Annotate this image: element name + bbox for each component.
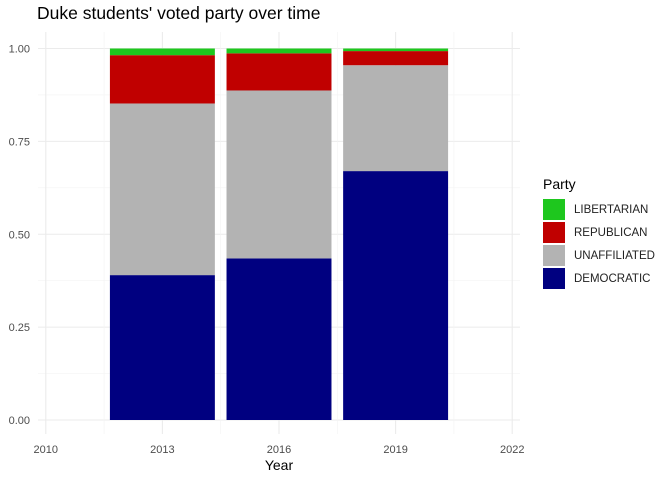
y-tick-label: 0.00 bbox=[9, 415, 30, 427]
bar-republican-2019 bbox=[343, 51, 449, 66]
legend-swatch bbox=[543, 199, 565, 220]
x-tick-label: 2016 bbox=[267, 444, 291, 456]
bar-democratic-2013 bbox=[109, 275, 215, 420]
legend: Party LIBERTARIAN REPUBLICAN UNAFFILIATED D… bbox=[543, 176, 655, 290]
bar-democratic-2019 bbox=[343, 171, 449, 420]
legend-swatch bbox=[543, 245, 565, 266]
y-tick-label: 0.50 bbox=[9, 229, 30, 241]
x-tick-label: 2022 bbox=[500, 444, 524, 456]
legend-items: LIBERTARIAN REPUBLICAN UNAFFILIATED DEMOCRA… bbox=[543, 198, 655, 290]
y-tick-label: 1.00 bbox=[9, 44, 30, 56]
legend-label: LIBERTARIAN bbox=[574, 203, 649, 216]
legend-item-democratic: DEMOCRATIC bbox=[543, 267, 655, 290]
x-tick-label: 2019 bbox=[383, 444, 407, 456]
x-axis-title: Year bbox=[265, 457, 294, 473]
legend-swatch bbox=[543, 268, 565, 289]
legend-label: UNAFFILIATED bbox=[574, 249, 655, 262]
y-tick-label: 0.75 bbox=[9, 136, 30, 148]
bar-libertarian-2019 bbox=[343, 48, 449, 52]
x-tick-label: 2010 bbox=[34, 444, 58, 456]
bar-libertarian-2016 bbox=[226, 48, 332, 54]
bars-layer bbox=[109, 48, 449, 420]
bar-republican-2013 bbox=[109, 55, 215, 104]
bar-republican-2016 bbox=[226, 53, 332, 91]
legend-swatch bbox=[543, 222, 565, 243]
chart-title: Duke students' voted party over time bbox=[37, 3, 321, 23]
bar-unaffiliated-2019 bbox=[343, 65, 449, 172]
legend-label: DEMOCRATIC bbox=[574, 272, 651, 285]
legend-item-libertarian: LIBERTARIAN bbox=[543, 198, 655, 221]
legend-title: Party bbox=[543, 176, 576, 192]
y-tick-label: 0.25 bbox=[9, 322, 30, 334]
x-tick-label: 2013 bbox=[150, 444, 174, 456]
axis-layer: 0.00 0.25 0.50 0.75 1.00 2010 2013 2016 2019 2022 bbox=[9, 44, 525, 457]
bar-unaffiliated-2013 bbox=[109, 103, 215, 276]
bar-unaffiliated-2016 bbox=[226, 90, 332, 259]
legend-item-republican: REPUBLICAN bbox=[543, 221, 655, 244]
bar-democratic-2016 bbox=[226, 258, 332, 420]
legend-label: REPUBLICAN bbox=[574, 226, 648, 239]
bar-libertarian-2013 bbox=[109, 48, 215, 56]
legend-item-unaffiliated: UNAFFILIATED bbox=[543, 244, 655, 267]
